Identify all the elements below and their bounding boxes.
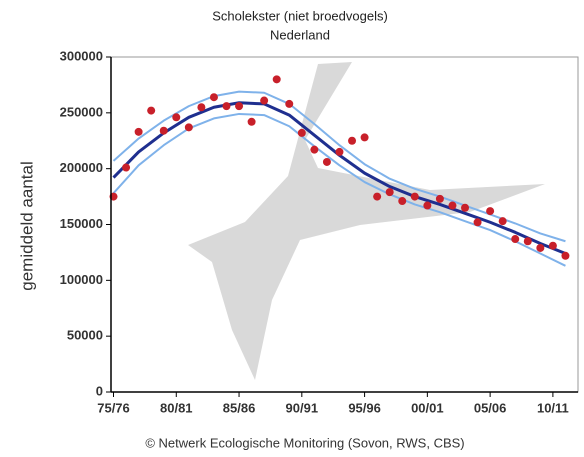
data-point	[360, 133, 369, 142]
data-point	[435, 194, 444, 203]
data-point	[297, 128, 306, 137]
x-tick-label: 80/81	[160, 400, 193, 415]
x-tick-label: 10/11	[537, 400, 569, 415]
data-point	[548, 241, 557, 250]
x-tick-label: 90/91	[286, 400, 319, 415]
y-tick-label: 300000	[60, 48, 103, 63]
x-tick-label: 75/76	[97, 400, 130, 415]
bird-silhouette	[188, 62, 545, 380]
data-point	[134, 127, 143, 136]
data-point	[423, 201, 432, 210]
data-point	[272, 75, 281, 84]
data-point	[247, 117, 256, 126]
y-tick-label: 0	[96, 383, 103, 398]
data-point	[122, 163, 131, 172]
y-tick-label: 200000	[60, 160, 103, 175]
data-point	[348, 136, 357, 145]
chart-subtitle: Nederland	[270, 27, 330, 42]
data-point	[536, 243, 545, 252]
data-point	[523, 237, 532, 246]
x-tick-label: 95/96	[348, 400, 381, 415]
data-point	[322, 157, 331, 166]
data-point	[235, 102, 244, 111]
data-point	[310, 145, 319, 154]
data-point	[448, 201, 457, 210]
x-tick-label: 05/06	[474, 400, 507, 415]
data-point	[498, 217, 507, 226]
data-point	[410, 192, 419, 201]
x-tick-label: 85/86	[223, 400, 256, 415]
data-point	[209, 93, 218, 102]
plot-layer	[109, 75, 570, 267]
footnote: © Netwerk Ecologische Monitoring (Sovon,…	[145, 435, 464, 450]
data-point	[222, 102, 231, 111]
y-tick-label: 50000	[67, 328, 103, 343]
data-point	[486, 207, 495, 216]
data-point	[561, 251, 570, 260]
y-tick-label: 250000	[60, 104, 103, 119]
y-tick-label: 150000	[60, 216, 103, 231]
data-point	[285, 99, 294, 108]
y-axis-label: gemiddeld aantal	[17, 161, 36, 290]
data-point	[461, 203, 470, 212]
data-point	[398, 197, 407, 206]
data-point	[385, 188, 394, 197]
y-tick-label: 100000	[60, 272, 103, 287]
data-point	[260, 96, 269, 105]
data-point	[147, 106, 156, 115]
data-point	[335, 147, 344, 156]
data-point	[172, 113, 181, 122]
data-point	[473, 218, 482, 227]
chart-title: Scholekster (niet broedvogels)	[212, 8, 388, 23]
data-point	[197, 103, 206, 112]
x-tick-label: 00/01	[411, 400, 444, 415]
data-point	[373, 192, 382, 201]
data-point	[184, 123, 193, 132]
data-point	[511, 235, 520, 244]
data-point	[159, 126, 168, 135]
